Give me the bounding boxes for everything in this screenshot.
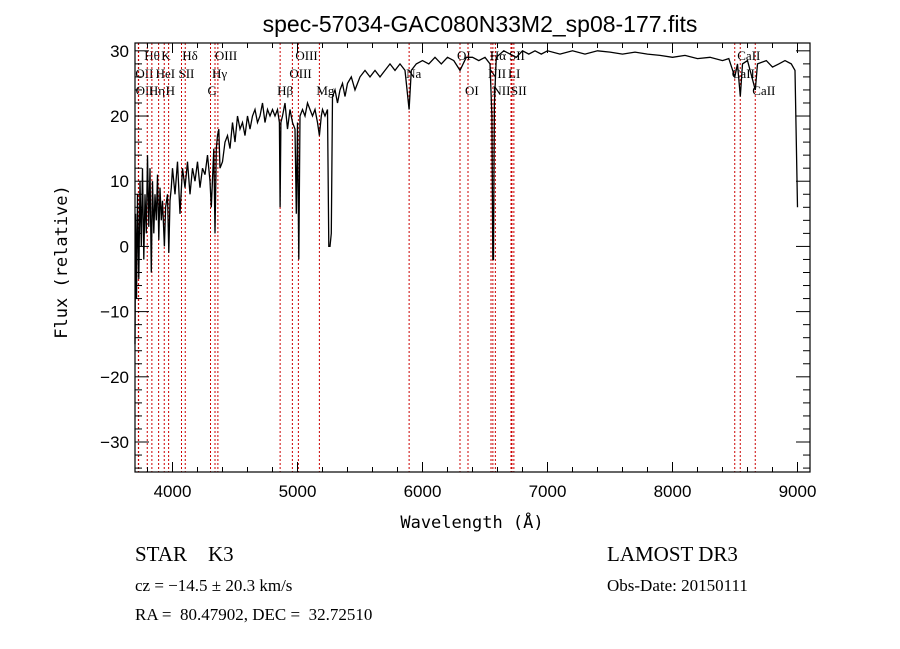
spectrum-line [134,49,799,345]
y-tick-label: −10 [100,303,129,322]
y-tick-label: −20 [100,368,129,387]
line-label: Na [406,66,421,81]
line-label: Hη [149,83,165,98]
line-label: OIII [289,66,311,81]
line-label: Hδ [182,48,198,63]
x-tick-label: 7000 [529,482,567,501]
line-label: Hγ [212,66,227,81]
y-tick-label: 30 [110,42,129,61]
y-tick-label: 20 [110,107,129,126]
plot-frame [134,42,811,473]
line-label: SII [179,66,195,81]
survey-name: LAMOST DR3 [607,542,738,566]
y-tick-label: −30 [100,433,129,452]
line-label: Hβ [277,83,293,98]
x-tick-label: 5000 [279,482,317,501]
x-tick-label: 9000 [779,482,817,501]
line-label: CaII [752,83,775,98]
line-label: OIII [295,48,317,63]
line-label: SII [511,83,527,98]
line-label: CaII [737,48,760,63]
x-tick-label: 6000 [404,482,442,501]
line-label: LI [508,66,520,81]
y-tick-label: 10 [110,172,129,191]
coordinates: RA = 80.47902, DEC = 32.72510 [135,605,372,624]
line-label: OII [135,66,153,81]
line-label: G [208,83,217,98]
chart-title: spec-57034-GAC080N33M2_sp08-177.fits [263,11,698,37]
x-axis-label: Wavelength (Å) [400,511,543,533]
line-label: H [166,83,175,98]
line-label: NII [488,66,506,81]
line-label: OI [457,48,471,63]
x-tick-label: 4000 [154,482,192,501]
x-tick-label: 8000 [654,482,692,501]
y-axis-label: Flux (relative) [52,185,72,339]
line-label: Mg [316,83,335,98]
y-tick-label: 0 [120,237,129,256]
line-label: OII [136,83,154,98]
redshift-cz: cz = −14.5 ± 20.3 km/s [135,576,292,595]
object-class: STAR K3 [135,542,234,566]
line-label: HeI [156,66,176,81]
line-label: K [161,48,171,63]
obs-date: Obs-Date: 20150111 [607,576,748,595]
line-label: NII [492,83,510,98]
line-label: OIII [215,48,237,63]
line-label: OI [465,83,479,98]
